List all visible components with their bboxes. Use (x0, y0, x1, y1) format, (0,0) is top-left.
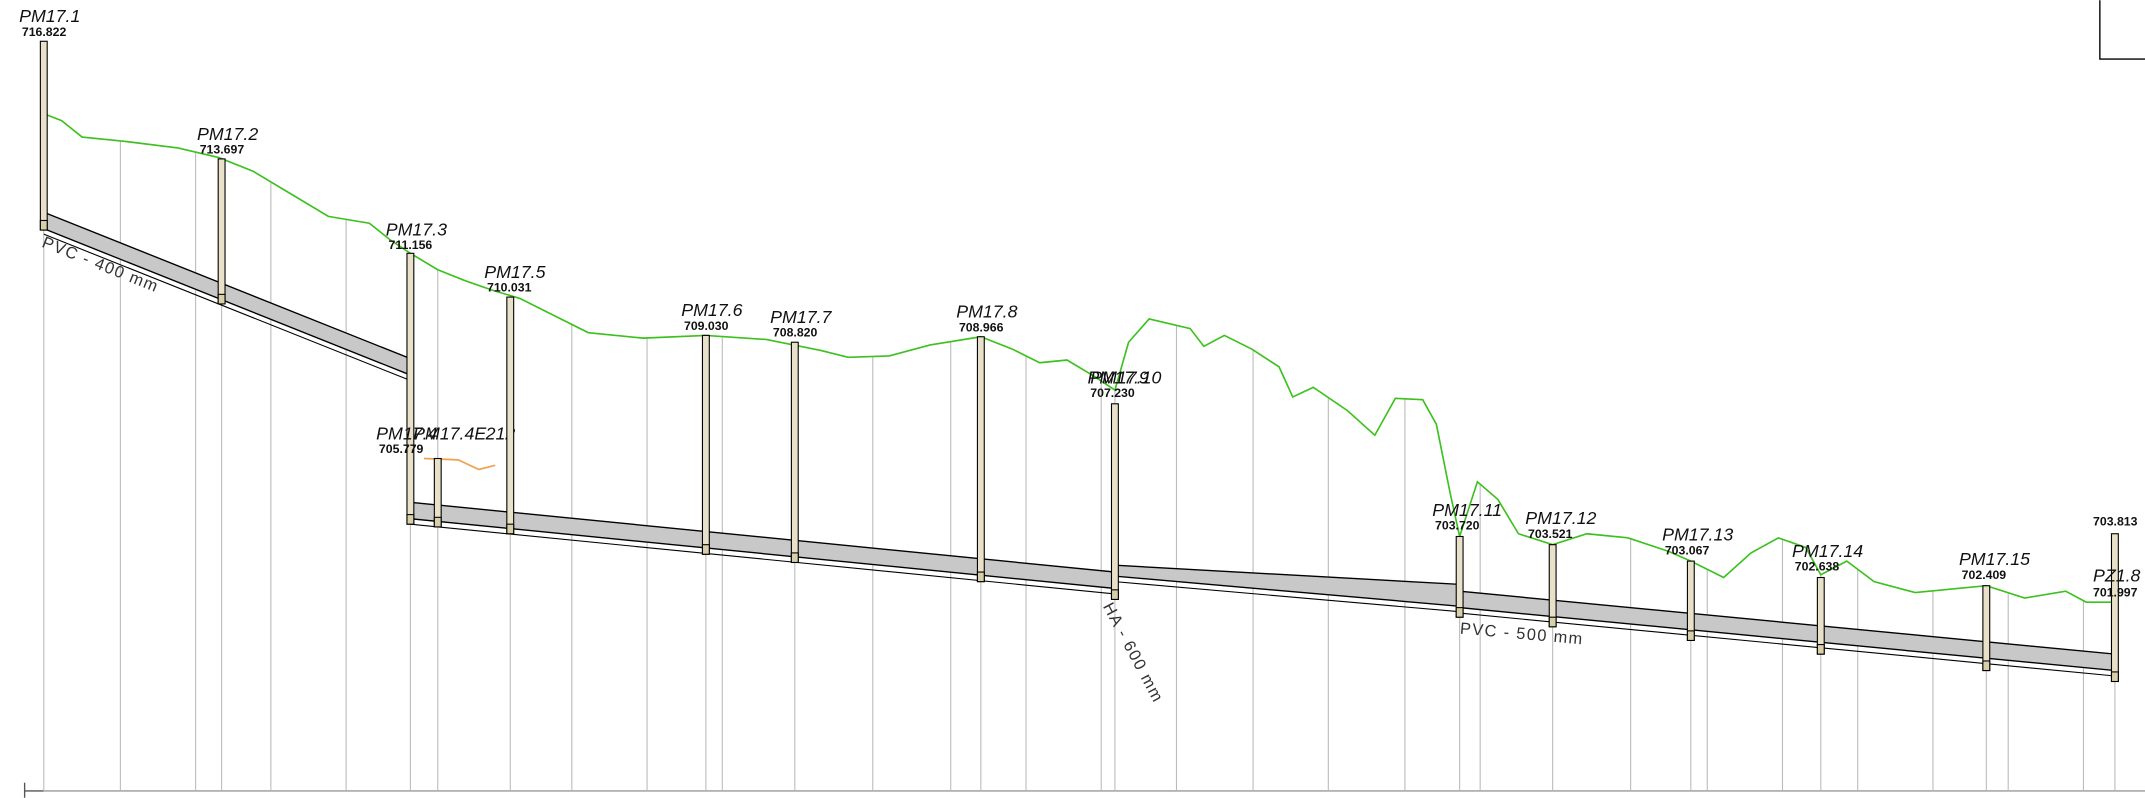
manhole (406, 252, 415, 525)
manhole-elevation: 710.031 (487, 281, 532, 295)
manhole-elevation: 705.779 (379, 442, 424, 456)
manhole-label: PZ1.8 (2093, 566, 2141, 586)
manhole-elevation: 708.966 (959, 320, 1004, 334)
manhole-elevation: 703.813 (2093, 515, 2138, 529)
manhole-base (1982, 660, 1991, 672)
manhole-label: PM17.4 (376, 423, 437, 443)
pipe-label: HA - 600 mm (1099, 600, 1167, 706)
manhole (2110, 533, 2119, 683)
manhole-base (701, 544, 710, 555)
manhole-base (1816, 644, 1825, 655)
ground-line (43, 113, 2115, 603)
manhole (39, 40, 48, 231)
manhole (1982, 585, 1991, 672)
manhole-label: PM17.14 (1792, 541, 1863, 561)
manhole-base (976, 571, 985, 583)
manhole-elevation: 708.820 (773, 326, 818, 340)
manhole (217, 158, 226, 305)
manhole-label: PM17.10 (1090, 367, 1161, 387)
manhole-label: PM17.15 (1959, 549, 2030, 569)
frame-corner (2099, 0, 2145, 60)
pipe-invert (1459, 612, 2115, 677)
manhole-base (1548, 616, 1557, 628)
manhole-label: PM17.4E (413, 423, 487, 443)
manhole-label: PM17.9 (1088, 367, 1149, 387)
manhole-elevation: 701.997 (2093, 586, 2138, 600)
manhole-base (406, 514, 415, 525)
pipe-invert (1114, 581, 1460, 613)
pipe-invert (410, 523, 1115, 595)
manhole-elevation: 707.230 (1090, 386, 1135, 400)
manhole (1686, 560, 1695, 641)
manhole-base (1455, 607, 1464, 618)
pipe (409, 501, 1116, 590)
manhole-elevation: 703.720 (1435, 519, 1480, 533)
manhole-label: PM17.11 (1432, 500, 1502, 520)
manhole-elevation: 709.030 (684, 319, 729, 333)
manhole-base (1110, 589, 1119, 600)
manhole-label: PM17.3 (386, 220, 447, 240)
manhole-label: PM17.1 (19, 6, 80, 26)
manhole (1548, 544, 1557, 628)
manhole-base (1686, 630, 1695, 641)
pipe-label: PVC - 500 mm (1459, 620, 1584, 649)
manhole-base (2110, 671, 2119, 683)
manhole (433, 457, 442, 528)
manhole-base (217, 293, 226, 305)
manhole (701, 334, 710, 555)
pipe-invert (43, 233, 411, 382)
manhole-label: PM17.13 (1662, 525, 1733, 545)
manhole (976, 336, 985, 583)
manhole (1110, 403, 1119, 600)
manhole-base (506, 523, 515, 535)
manhole (506, 296, 515, 535)
manhole-elevation: 703.521 (1528, 527, 1573, 541)
manhole-elevation: 713.697 (200, 142, 245, 156)
manhole (1455, 535, 1464, 618)
manhole-label: PM17.5 (484, 262, 545, 282)
manhole (790, 341, 799, 564)
manhole (1816, 576, 1825, 655)
manhole-label: PM17.6 (681, 300, 742, 320)
manhole-base (39, 219, 48, 231)
pipe (43, 211, 412, 377)
manhole-label: PM17.7 (770, 307, 832, 327)
manhole-elevation: 703.067 (1665, 543, 1710, 557)
manhole-elevation: 711.156 (389, 238, 433, 252)
manhole-label: PM17.12 (1525, 508, 1596, 528)
manhole-elevation: 716.822 (22, 25, 67, 39)
manhole-base (790, 552, 799, 564)
manhole-base (433, 516, 442, 528)
manhole-label: PM17.8 (956, 302, 1017, 322)
manhole-label: PM17.2 (197, 124, 258, 144)
manhole-elevation: 702.638 (1795, 560, 1840, 574)
manhole-elevation: 702.409 (1962, 568, 2007, 582)
